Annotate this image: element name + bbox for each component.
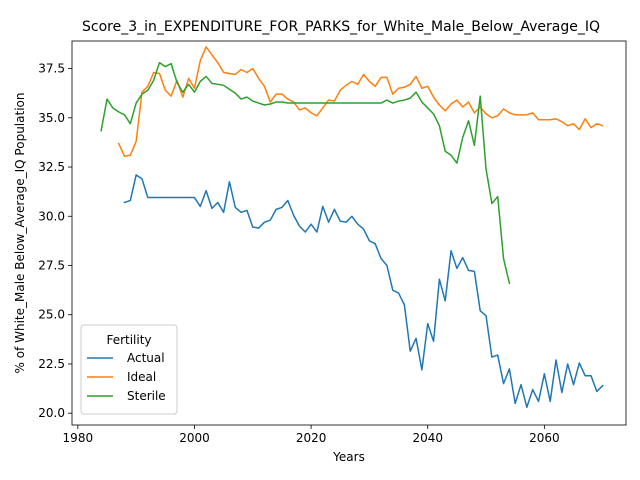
y-tick-label: 27.5 <box>38 258 65 272</box>
y-tick-label: 30.0 <box>38 209 65 223</box>
series-line-sterile <box>100 61 511 285</box>
series-line-ideal <box>117 46 604 157</box>
y-tick-label: 37.5 <box>38 62 65 76</box>
y-tick-label: 20.0 <box>38 406 65 420</box>
y-axis: 20.0 22.5 25.0 27.5 30.0 32.5 35.0 37.5 <box>38 62 72 420</box>
legend: Fertility Actual Ideal Sterile <box>80 324 178 415</box>
x-tick-label: 1980 <box>63 431 94 445</box>
chart-title: Score_3_in_EXPENDITURE_FOR_PARKS_for_Whi… <box>82 19 600 35</box>
y-tick-label: 22.5 <box>38 357 65 371</box>
y-tick-label: 25.0 <box>38 308 65 322</box>
x-tick-label: 2020 <box>296 431 327 445</box>
x-tick-label: 2060 <box>529 431 560 445</box>
legend-label-sterile: Sterile <box>127 389 166 403</box>
series-line-actual <box>123 174 604 409</box>
y-tick-label: 35.0 <box>38 111 65 125</box>
x-tick-label: 2040 <box>412 431 443 445</box>
x-axis-title: Years <box>332 450 365 464</box>
series-layer <box>100 46 604 409</box>
plot-frame <box>71 40 627 426</box>
legend-box <box>80 324 178 415</box>
y-axis-title: % of White_Male Below_Average_IQ Populat… <box>13 93 27 374</box>
legend-entries: Actual Ideal Sterile <box>87 351 166 403</box>
x-tick-label: 2000 <box>179 431 210 445</box>
y-tick-label: 32.5 <box>38 160 65 174</box>
legend-title: Fertility <box>106 333 151 347</box>
legend-label-ideal: Ideal <box>127 370 156 384</box>
legend-label-actual: Actual <box>127 351 165 365</box>
x-axis: 1980 2000 2020 2040 2060 <box>63 425 560 445</box>
